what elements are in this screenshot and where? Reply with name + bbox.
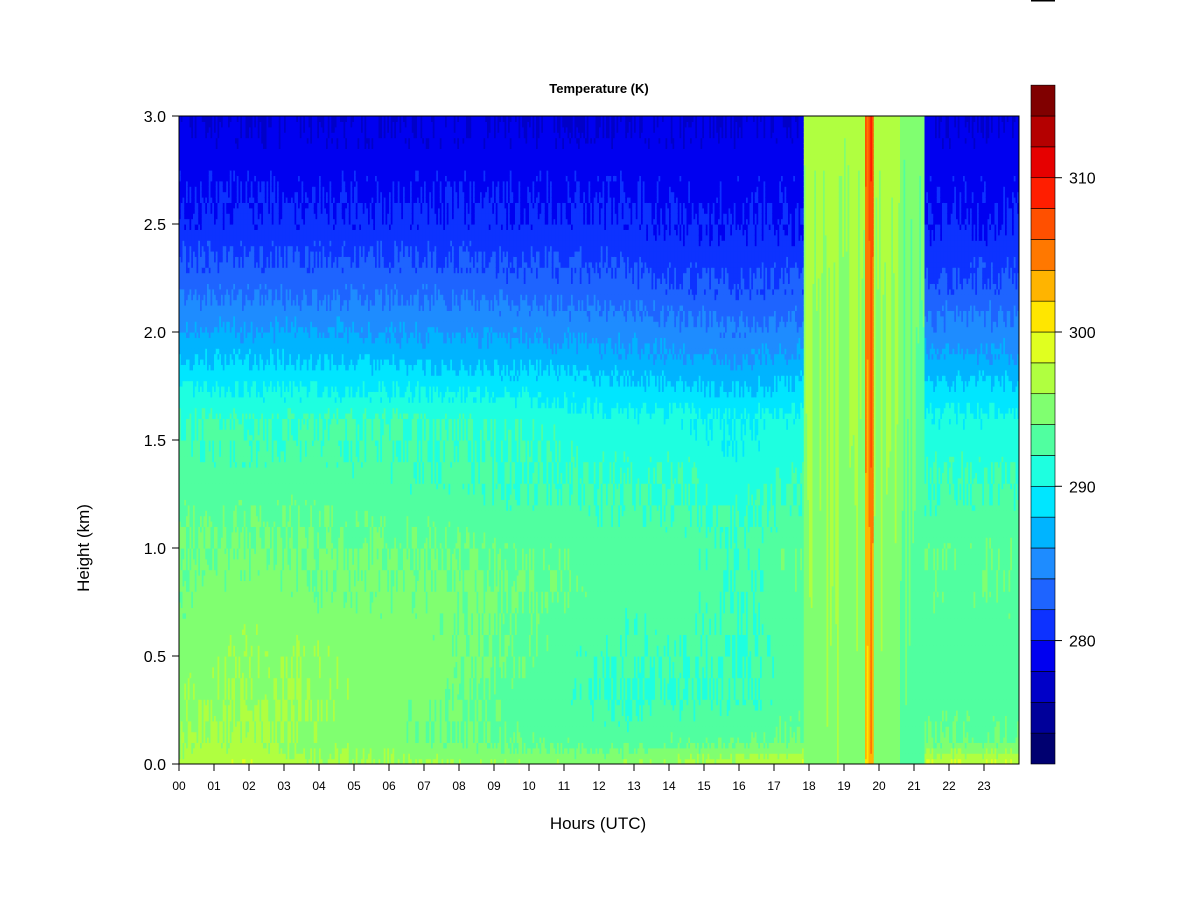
chart-title: Temperature (K) [549,81,648,96]
plot-area [179,111,1020,765]
heatmap-cells [179,111,1020,765]
